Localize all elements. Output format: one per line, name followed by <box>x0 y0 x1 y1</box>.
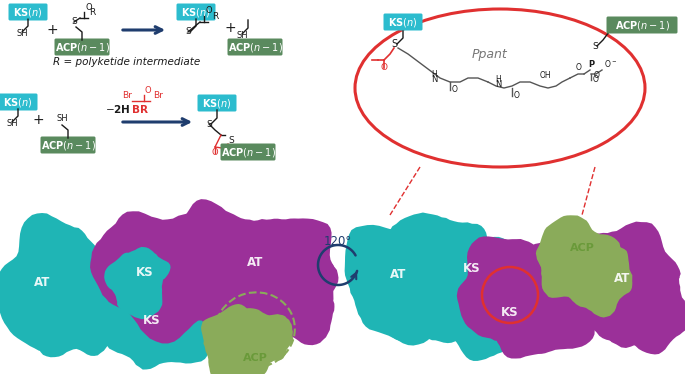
Text: BR: BR <box>132 105 148 115</box>
Text: N: N <box>431 75 437 84</box>
Text: ACP$(n-1)$: ACP$(n-1)$ <box>40 138 95 151</box>
Polygon shape <box>90 211 236 343</box>
FancyBboxPatch shape <box>0 94 38 110</box>
FancyBboxPatch shape <box>384 13 423 31</box>
Text: +: + <box>32 113 44 127</box>
Polygon shape <box>457 236 571 344</box>
Text: S: S <box>185 27 191 36</box>
FancyBboxPatch shape <box>221 144 275 160</box>
Text: AT: AT <box>247 255 263 269</box>
FancyBboxPatch shape <box>8 3 47 21</box>
FancyBboxPatch shape <box>606 16 677 34</box>
Text: ACP: ACP <box>569 243 595 253</box>
Text: P: P <box>588 60 594 69</box>
Text: KS: KS <box>463 261 481 275</box>
Polygon shape <box>0 213 114 352</box>
Polygon shape <box>225 218 337 334</box>
FancyBboxPatch shape <box>197 95 236 111</box>
Polygon shape <box>161 199 290 321</box>
Polygon shape <box>427 262 527 361</box>
Text: Br: Br <box>153 91 163 100</box>
FancyBboxPatch shape <box>55 39 110 55</box>
Polygon shape <box>536 215 621 298</box>
Text: KS$(n)$: KS$(n)$ <box>182 6 211 18</box>
Text: R: R <box>212 12 219 21</box>
Text: 120°: 120° <box>324 235 352 248</box>
Polygon shape <box>345 221 473 346</box>
Text: OH: OH <box>540 71 551 80</box>
Text: AT: AT <box>34 276 50 288</box>
Polygon shape <box>556 222 681 348</box>
Text: $-$2H: $-$2H <box>105 103 131 115</box>
Polygon shape <box>201 304 282 374</box>
Text: R = polyketide intermediate: R = polyketide intermediate <box>53 57 201 67</box>
Text: O: O <box>514 91 520 100</box>
Text: R: R <box>89 8 95 17</box>
Text: KS$(n)$: KS$(n)$ <box>3 95 33 108</box>
Text: S: S <box>206 120 212 129</box>
FancyBboxPatch shape <box>227 39 282 55</box>
Polygon shape <box>99 261 213 370</box>
Text: O: O <box>206 6 212 15</box>
Text: O: O <box>212 148 219 157</box>
Text: KS: KS <box>143 313 161 327</box>
Text: SH: SH <box>237 31 249 40</box>
Polygon shape <box>245 242 338 345</box>
Text: SH: SH <box>57 114 68 123</box>
Text: +: + <box>224 21 236 35</box>
Text: S: S <box>228 136 234 145</box>
Text: KS: KS <box>136 267 154 279</box>
Polygon shape <box>195 266 286 354</box>
Polygon shape <box>377 243 480 343</box>
Polygon shape <box>556 243 632 318</box>
FancyBboxPatch shape <box>40 137 95 153</box>
Polygon shape <box>501 239 599 334</box>
Text: H: H <box>495 75 501 84</box>
Polygon shape <box>584 252 685 355</box>
Polygon shape <box>195 232 301 343</box>
Text: AT: AT <box>390 269 406 282</box>
Text: KS$(n)$: KS$(n)$ <box>13 6 42 18</box>
Polygon shape <box>229 308 294 373</box>
Text: ACP$(n-1)$: ACP$(n-1)$ <box>614 18 669 31</box>
Text: ACP: ACP <box>242 353 267 363</box>
Text: O$^-$: O$^-$ <box>604 58 617 69</box>
Text: SH: SH <box>7 119 18 128</box>
Polygon shape <box>385 212 506 326</box>
Text: O: O <box>86 3 92 12</box>
Polygon shape <box>30 252 123 357</box>
FancyBboxPatch shape <box>177 3 216 21</box>
Text: N: N <box>495 80 501 89</box>
Text: O: O <box>381 63 388 72</box>
Text: +: + <box>46 23 58 37</box>
Text: AT: AT <box>614 272 630 285</box>
Text: S: S <box>592 42 598 51</box>
Polygon shape <box>409 234 524 344</box>
Text: O: O <box>594 71 600 80</box>
Text: ACP$(n-1)$: ACP$(n-1)$ <box>221 145 275 159</box>
Text: O: O <box>145 86 151 95</box>
Text: O: O <box>576 63 582 72</box>
Text: S: S <box>391 39 397 49</box>
Text: KS$(n)$: KS$(n)$ <box>202 96 232 110</box>
Text: ACP$(n-1)$: ACP$(n-1)$ <box>55 40 110 53</box>
Text: KS: KS <box>501 306 519 319</box>
Text: KS$(n)$: KS$(n)$ <box>388 15 418 28</box>
Text: SH: SH <box>17 29 29 38</box>
Text: O: O <box>452 85 458 94</box>
Text: O: O <box>593 75 599 84</box>
Text: Br: Br <box>122 91 132 100</box>
Polygon shape <box>104 247 171 319</box>
Text: H: H <box>431 70 437 79</box>
Text: Ppant: Ppant <box>472 48 508 61</box>
Polygon shape <box>485 255 595 359</box>
Text: S: S <box>71 17 77 26</box>
Text: ACP$(n-1)$: ACP$(n-1)$ <box>227 40 282 53</box>
